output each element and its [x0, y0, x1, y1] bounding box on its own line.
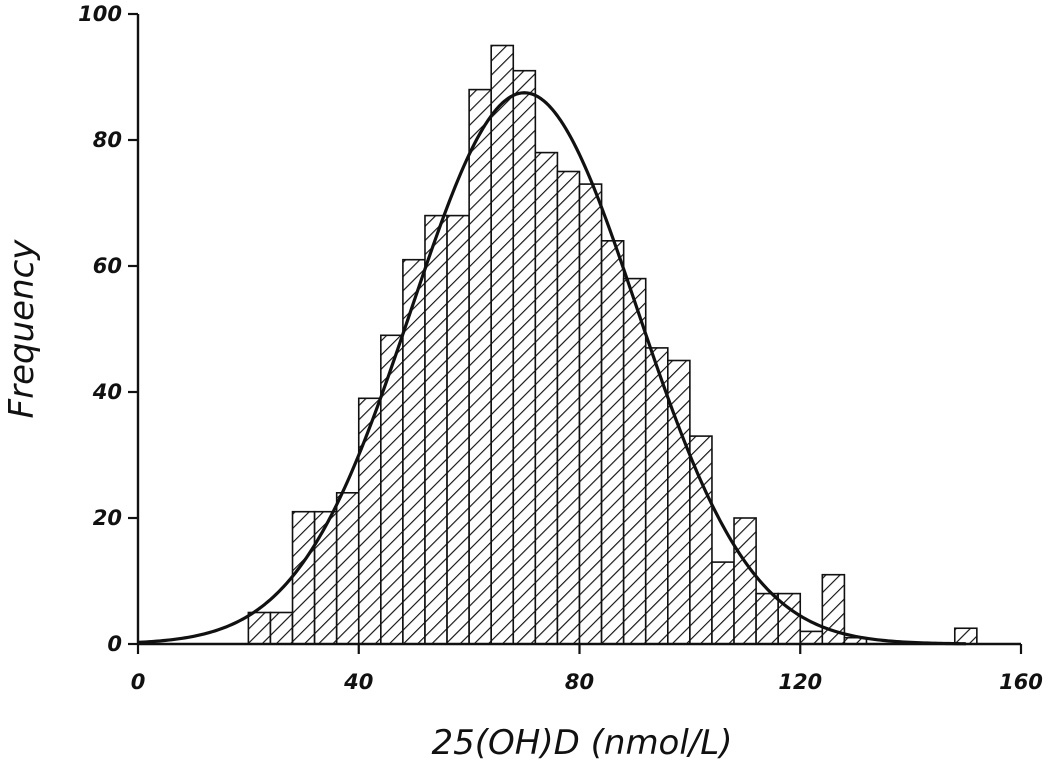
- histogram-bar: [424, 214, 448, 645]
- histogram-bar: [380, 334, 404, 645]
- histogram-bar: [490, 44, 515, 645]
- histogram-bar: [402, 258, 426, 645]
- y-tick-label: 20: [93, 506, 122, 530]
- y-tick-label: 100: [78, 2, 122, 26]
- histogram-bar: [291, 510, 316, 645]
- histogram-bar: [357, 397, 382, 645]
- y-tick-label: 0: [107, 632, 122, 656]
- histogram-bar: [269, 611, 294, 645]
- histogram-bar: [689, 435, 713, 645]
- histogram-bar: [313, 510, 338, 645]
- x-tick-label: 80: [565, 670, 594, 694]
- x-tick-label: 0: [131, 670, 146, 694]
- histogram-bar: [534, 151, 559, 645]
- x-tick-label: 120: [778, 670, 822, 694]
- fitted-normal-curve: [137, 91, 966, 646]
- histogram-bar: [711, 561, 735, 645]
- fitted-curve-layer: [137, 91, 966, 646]
- histogram-bar: [799, 630, 824, 645]
- x-axis-ticks: 0 40 80 120 160: [131, 644, 1043, 694]
- x-tick-label: 40: [343, 670, 373, 694]
- histogram-bar: [953, 627, 978, 645]
- histogram-bar: [512, 69, 537, 645]
- y-axis-ticks: 0 20 40 60 80 100: [78, 2, 138, 656]
- histogram-bar: [335, 491, 360, 645]
- histogram-bar: [622, 277, 647, 645]
- histogram-bar: [755, 592, 779, 645]
- histogram-bar: [556, 170, 581, 645]
- histogram-bar: [733, 517, 757, 645]
- histogram-bar: [578, 183, 603, 645]
- histogram-bar: [247, 611, 272, 645]
- histogram-bars: [247, 44, 978, 645]
- y-tick-label: 40: [92, 380, 122, 404]
- y-axis-title: Frequency: [2, 239, 42, 419]
- histogram-bar: [468, 88, 493, 645]
- histogram-bar: [446, 214, 470, 645]
- histogram-bar: [600, 240, 625, 645]
- y-tick-label: 60: [93, 254, 122, 278]
- x-axis-title: 25(OH)D (nmol/L): [432, 723, 733, 763]
- y-tick-label: 80: [93, 128, 122, 152]
- x-tick-label: 160: [999, 670, 1043, 694]
